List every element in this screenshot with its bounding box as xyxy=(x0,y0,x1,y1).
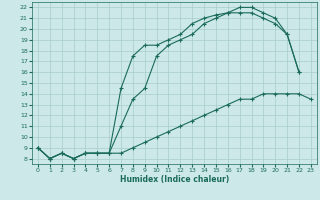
X-axis label: Humidex (Indice chaleur): Humidex (Indice chaleur) xyxy=(120,175,229,184)
